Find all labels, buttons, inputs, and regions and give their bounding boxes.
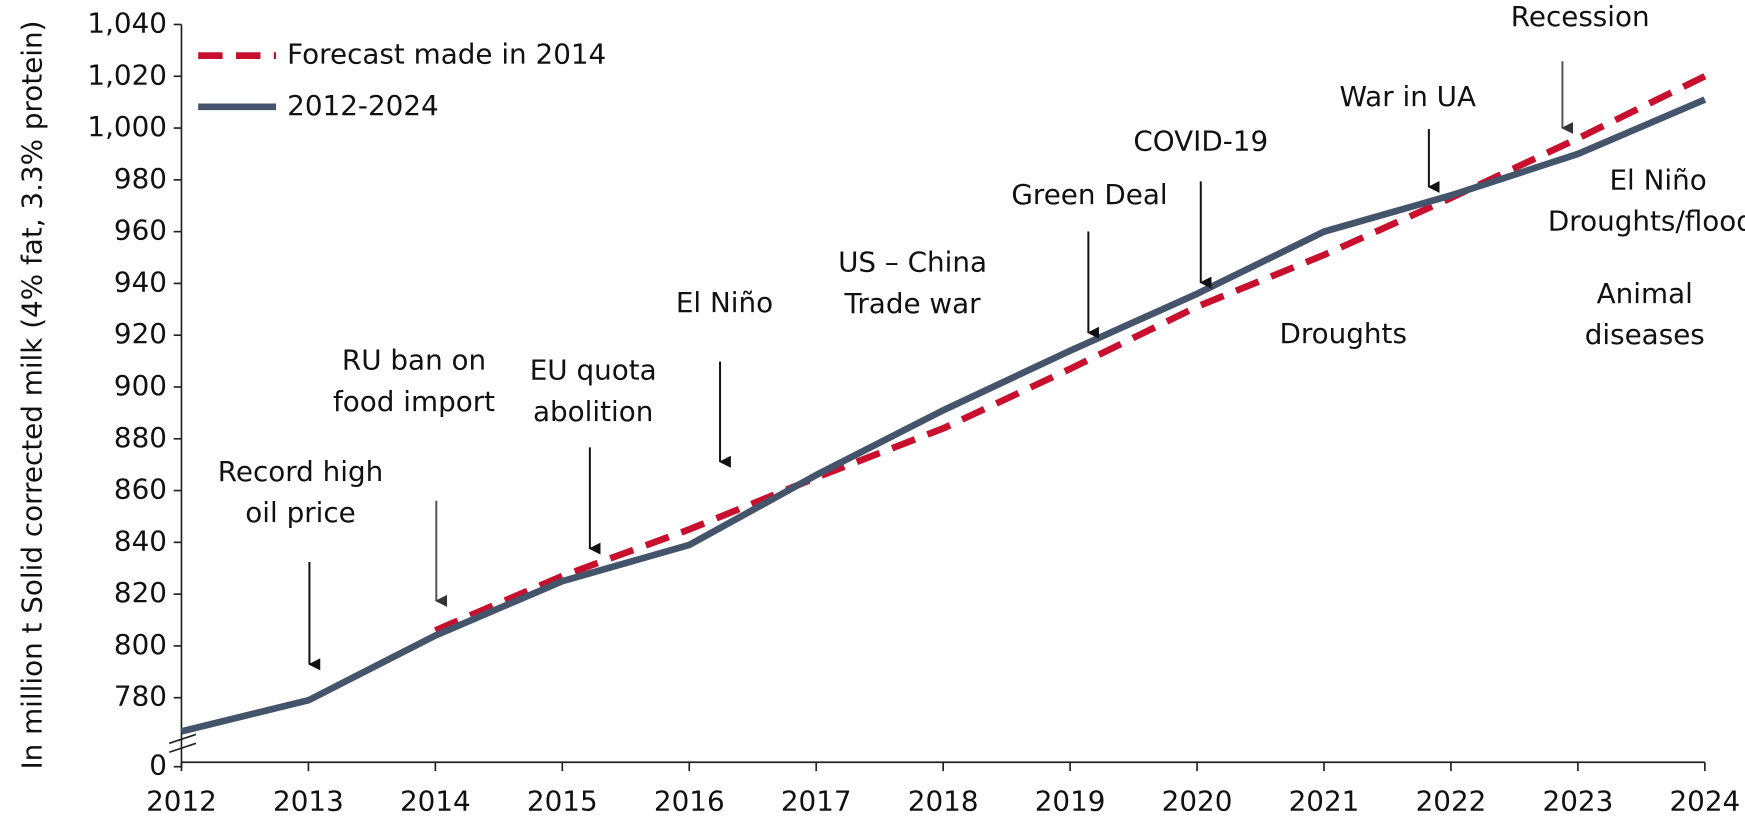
x-tick-label: 2016 xyxy=(654,784,725,817)
series-line xyxy=(180,96,1707,735)
annotation: oil price xyxy=(245,496,355,529)
x-tick-label: 2022 xyxy=(1416,784,1487,817)
x-tick-label: 2021 xyxy=(1289,784,1360,817)
legend-label: Forecast made in 2014 xyxy=(287,38,606,71)
x-tick-label: 2023 xyxy=(1543,784,1614,817)
x-tick-label: 2018 xyxy=(908,784,979,817)
annotation: El Niño xyxy=(676,286,773,319)
annotation: RU ban on xyxy=(342,344,486,377)
annotation: EU quota xyxy=(530,354,657,387)
y-axis-label: In million t Solid corrected milk (4% fa… xyxy=(15,21,48,770)
annotation: diseases xyxy=(1585,318,1705,351)
annotation: War in UA xyxy=(1339,80,1476,113)
y-tick-label: 1,020 xyxy=(87,58,167,91)
y-tick-label: 1,040 xyxy=(87,6,167,39)
y-tick-label: 1,000 xyxy=(87,110,167,143)
x-tick-label: 2024 xyxy=(1669,784,1740,817)
y-tick-label: 820 xyxy=(114,576,167,609)
annotation: El Niño xyxy=(1609,163,1706,196)
annotation: Recession xyxy=(1511,0,1650,33)
y-tick-label: 840 xyxy=(114,524,167,557)
y-tick-label: 860 xyxy=(114,473,167,506)
x-tick-label: 2013 xyxy=(273,784,344,817)
annotation: COVID-19 xyxy=(1133,124,1268,157)
y-tick-label: 780 xyxy=(114,680,167,713)
x-tick-label: 2015 xyxy=(527,784,598,817)
x-tick-label: 2012 xyxy=(146,784,217,817)
y-tick-label: 980 xyxy=(114,162,167,195)
y-tick-label: 940 xyxy=(114,265,167,298)
x-tick-label: 2019 xyxy=(1035,784,1106,817)
x-tick-label: 2017 xyxy=(781,784,852,817)
y-tick-label: 880 xyxy=(114,421,167,454)
legend-label: 2012-2024 xyxy=(287,89,439,122)
axis-break xyxy=(168,733,197,745)
x-tick-label: 2020 xyxy=(1162,784,1233,817)
annotation: Trade war xyxy=(843,287,981,320)
y-tick-label: 900 xyxy=(114,369,167,402)
annotation: Droughts xyxy=(1279,317,1407,350)
annotation: US – China xyxy=(838,246,987,279)
y-tick-label: 0 xyxy=(149,749,167,782)
y-tick-label: 960 xyxy=(114,214,167,247)
x-tick-label: 2014 xyxy=(400,784,471,817)
annotation: food import xyxy=(333,385,495,418)
y-tick-label: 800 xyxy=(114,628,167,661)
annotation: Droughts/floods xyxy=(1548,205,1745,238)
annotation: Green Deal xyxy=(1011,178,1167,211)
annotation: Record high xyxy=(218,455,383,488)
y-tick-label: 920 xyxy=(114,317,167,350)
annotation: Animal xyxy=(1597,277,1693,310)
annotation: abolition xyxy=(533,395,653,428)
axis-break xyxy=(168,742,197,754)
